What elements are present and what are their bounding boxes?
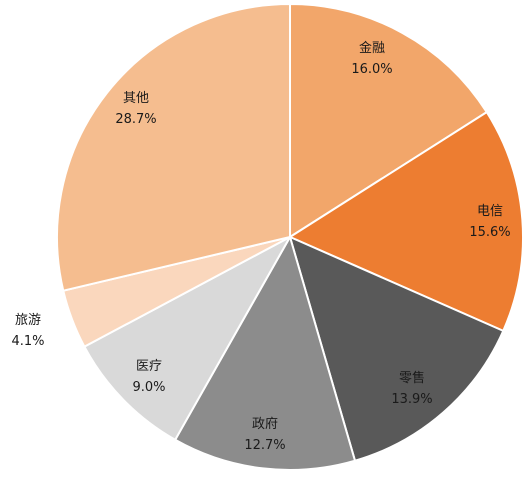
slice-category-label: 医疗 (136, 359, 162, 374)
pie-slice-1 (287, 110, 524, 333)
slice-category-label: 零售 (399, 370, 425, 386)
pie-slice-2 (288, 235, 505, 462)
slice-category-label: 金融 (359, 40, 385, 56)
pie-slice-0 (289, 2, 489, 239)
pie-slices (56, 2, 524, 471)
slice-value-label: 13.9% (391, 392, 432, 407)
slice-category-label: 政府 (252, 417, 278, 432)
slice-value-label: 4.1% (11, 334, 44, 349)
pie-labels: 金融 16.0% 电信 15.6% 零售 13.9% 政府 12.7% 医疗 9.0% 旅游 4.1%… (11, 40, 510, 453)
slice-category-label: 其他 (123, 91, 149, 106)
slice-value-label: 28.7% (115, 112, 156, 127)
pie-slice-6 (56, 2, 291, 292)
pie-slice-3 (173, 234, 357, 471)
slice-value-label: 9.0% (132, 380, 165, 395)
slice-value-label: 15.6% (469, 225, 510, 240)
pie-slice-4 (83, 234, 293, 442)
slice-category-label: 电信 (477, 204, 503, 219)
slice-value-label: 12.7% (244, 438, 285, 453)
slice-value-label: 16.0% (351, 62, 392, 77)
slice-category-label: 旅游 (15, 313, 41, 328)
